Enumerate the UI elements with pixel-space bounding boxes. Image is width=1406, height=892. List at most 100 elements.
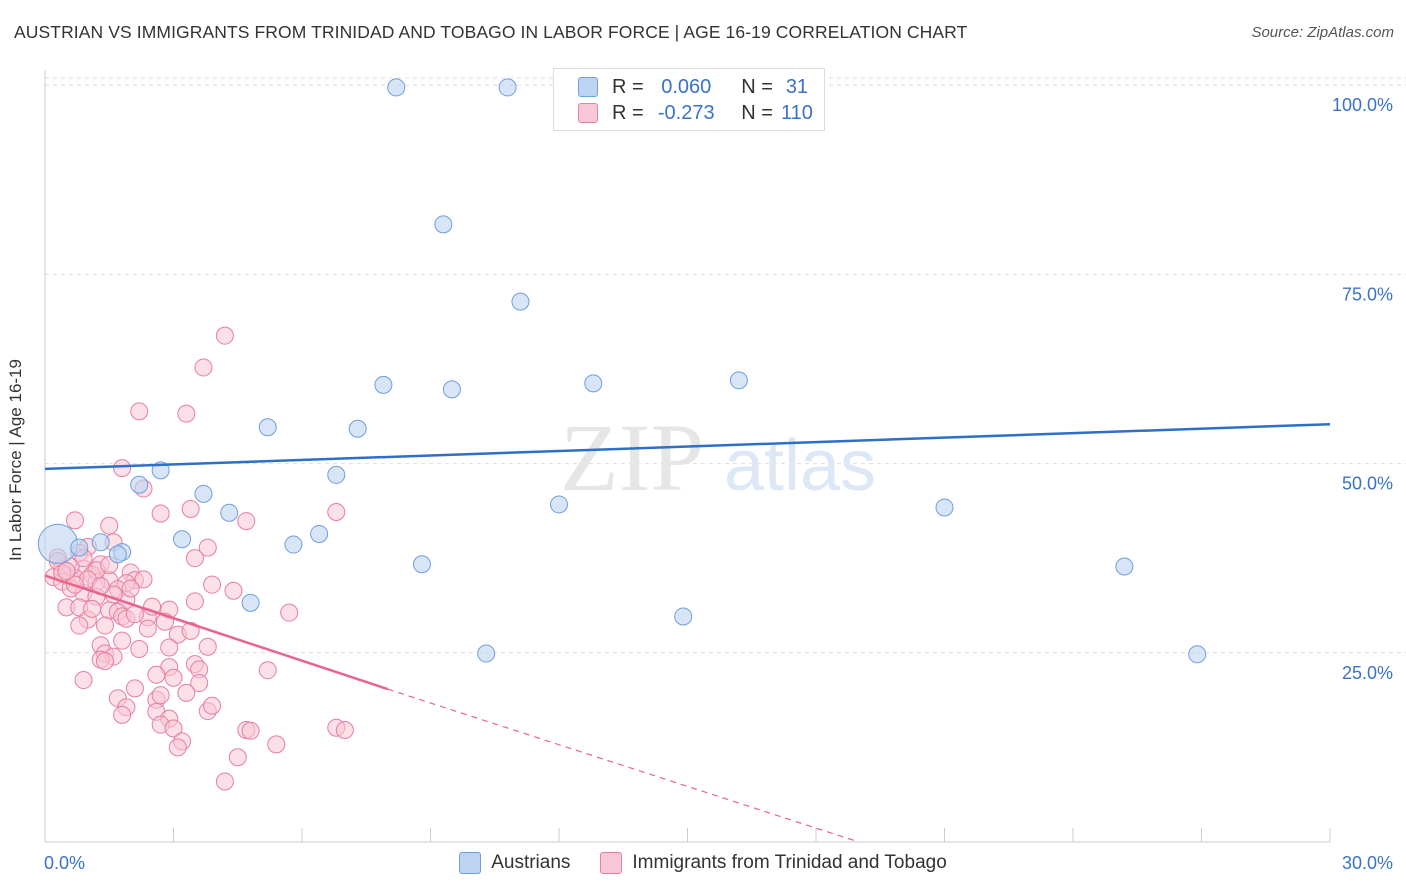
austrians-point [729,371,748,390]
legend-item-immigrants: Immigrants from Trinidad and Tobago [600,852,947,874]
austrians-point [1188,645,1207,664]
watermark: ZIP atlas [560,404,876,511]
immigrants-point [224,581,243,600]
immigrants-trend-line [44,574,389,691]
austrians-point [584,374,603,393]
immigrants-point [190,674,209,693]
immigrants-point [237,512,256,531]
austrians-point [91,533,110,552]
immigrants-points [44,326,354,791]
immigrants-point [164,719,183,738]
immigrants-swatch [578,103,598,123]
austrians-n-label: N = [741,75,773,98]
chart-title: AUSTRIAN VS IMMIGRANTS FROM TRINIDAD AND… [14,22,968,42]
immigrants-point [215,326,234,345]
immigrants-point [65,511,84,530]
austrians-point [674,607,693,626]
austrians-trend-line [44,422,1331,471]
austrians-point [327,465,346,484]
series-legend: Austrians Immigrants from Trinidad and T… [0,852,1406,874]
austrians-point [108,545,127,564]
austrians-point [935,498,954,517]
legend-item-austrians: Austrians [459,852,570,874]
immigrants-point [134,570,153,589]
immigrants-point [181,499,200,518]
x-tick-label: 30.0% [1342,853,1393,873]
immigrants-point [83,599,102,618]
immigrants-point [121,579,140,598]
immigrants-point [280,603,299,622]
stats-row-austrians: R = 0.060 N = 31 [578,74,821,100]
austrians-point [511,292,530,311]
immigrants-trend-extension [387,688,860,843]
immigrants-point [215,772,234,791]
stats-legend: R = 0.060 N = 31 R = -0.273 N = 110 [553,68,825,131]
austrians-swatch [578,77,598,97]
austrians-point [412,555,431,574]
austrians-point [70,538,89,557]
austrians-r-label: R = [612,75,644,98]
immigrants-point [327,503,346,522]
immigrants-point [181,621,200,640]
immigrants-point [198,637,217,656]
austrians-points [37,78,1207,664]
austrians-point [498,78,517,97]
trend-lines [44,422,1331,843]
immigrants-point [130,402,149,421]
immigrants-point [130,640,149,658]
immigrants-point [168,738,187,757]
immigrants-point [151,686,170,705]
legend-swatch-austrians [459,852,482,874]
immigrants-point [335,720,354,739]
immigrants-r-value: -0.273 [657,101,715,124]
immigrants-point [164,668,183,687]
austrians-point [241,593,260,612]
immigrants-point [177,404,196,423]
austrians-r-value: 0.060 [661,75,712,98]
y-tick-label: 50.0% [1342,474,1393,494]
immigrants-point [241,721,260,740]
immigrants-point [113,459,132,478]
immigrants-point [95,616,114,635]
austrians-point [550,495,568,514]
immigrants-n-value: 110 [780,101,813,124]
legend-label-austrians: Austrians [491,852,571,873]
immigrants-r-label: R = [612,101,644,124]
immigrants-point [185,592,204,611]
immigrants-point [228,748,247,767]
y-tick-label: 100.0% [1332,95,1393,115]
immigrants-point [95,652,114,671]
immigrants-point [74,671,93,690]
austrians-point [1115,557,1134,576]
immigrants-point [185,549,204,568]
x-tick-label: 0.0% [44,853,85,873]
immigrants-point [151,504,170,523]
source-label: Source: ZipAtlas.com [1251,24,1394,41]
immigrants-point [113,631,132,650]
immigrants-point [177,683,196,702]
austrians-point [434,215,453,234]
immigrants-point [113,705,132,724]
immigrants-point [198,538,217,557]
austrians-point [374,375,393,394]
austrians-point [348,419,367,438]
immigrants-point [70,616,89,635]
y-tick-label: 75.0% [1342,284,1393,304]
immigrants-n-label: N = [741,101,773,124]
austrians-point [220,503,239,522]
legend-swatch-immigrants [600,852,623,874]
y-tick-label: 25.0% [1342,663,1393,683]
austrians-n-value: 31 [785,75,809,98]
austrians-point [258,418,277,437]
axes [44,70,1331,843]
watermark-zip: ZIP [560,404,704,511]
immigrants-point [147,665,166,684]
immigrants-point [160,638,179,657]
austrians-point [387,78,406,97]
watermark-atlas: atlas [724,426,876,506]
immigrants-point [57,562,76,581]
grid-lines [45,77,1406,654]
immigrants-point [138,619,157,638]
immigrants-point [203,575,222,594]
